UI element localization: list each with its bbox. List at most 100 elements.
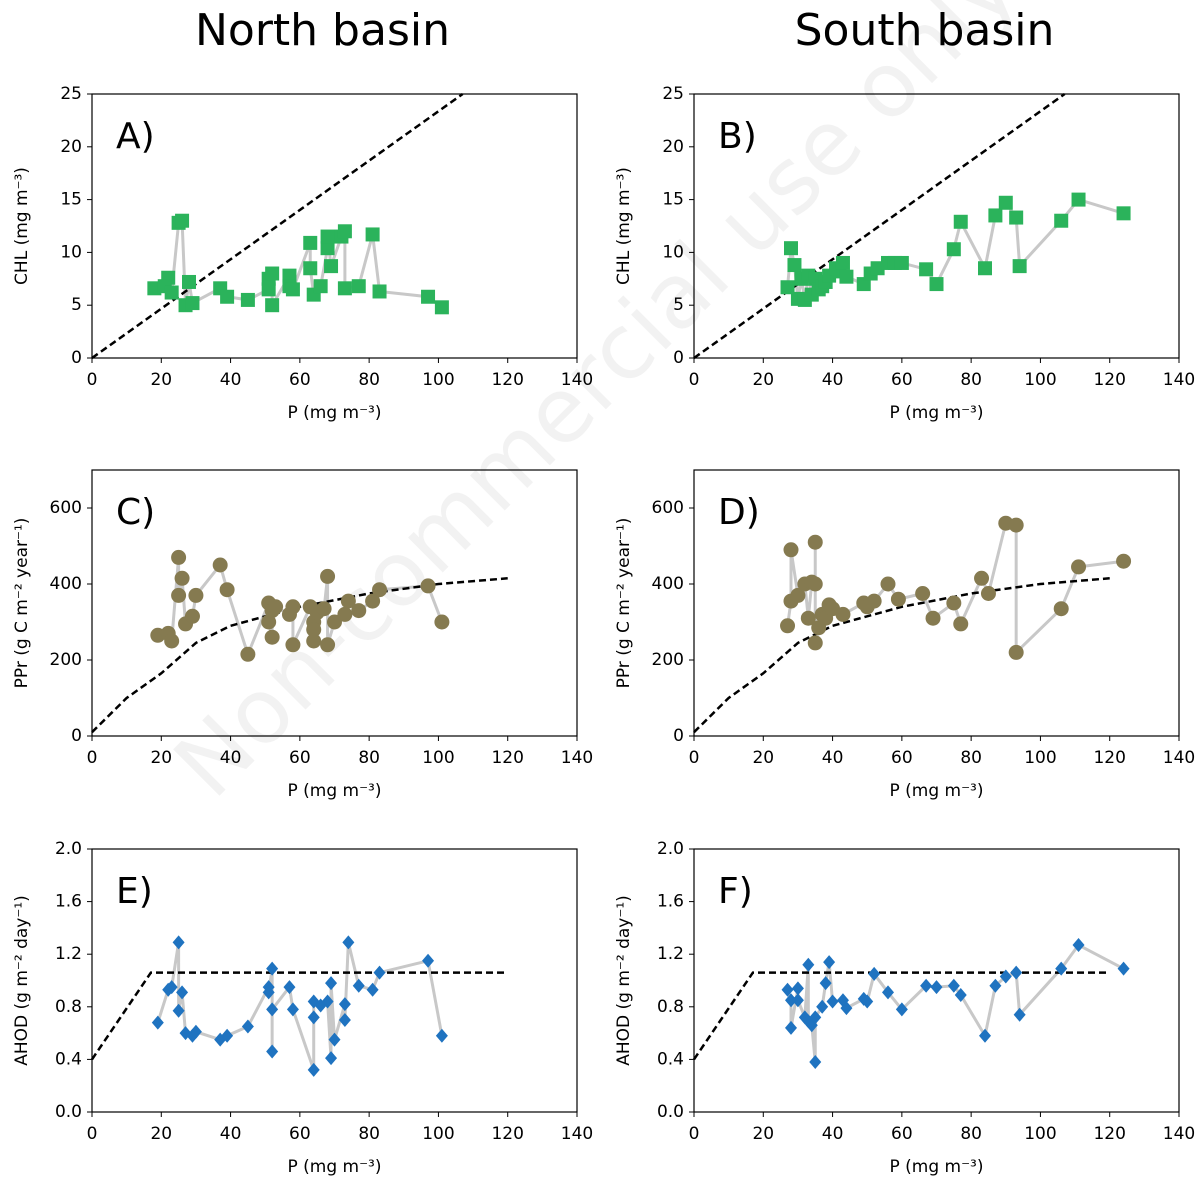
point bbox=[784, 241, 798, 256]
y-tick-label: 0.0 bbox=[55, 1102, 82, 1122]
point bbox=[328, 1032, 341, 1047]
point bbox=[895, 1002, 908, 1017]
point bbox=[327, 614, 342, 630]
point bbox=[1072, 937, 1085, 952]
y-tick-label: 1.6 bbox=[55, 892, 82, 912]
point bbox=[219, 582, 235, 598]
point bbox=[184, 608, 200, 624]
point bbox=[303, 235, 318, 250]
point bbox=[171, 549, 187, 565]
x-tick-label: 20 bbox=[752, 1124, 774, 1144]
y-tick-label: 0.4 bbox=[657, 1049, 684, 1069]
point bbox=[182, 274, 196, 289]
point bbox=[372, 284, 387, 299]
panel-label: E) bbox=[116, 871, 153, 912]
point bbox=[816, 999, 829, 1014]
x-tick-label: 140 bbox=[561, 748, 593, 768]
column-title: North basin bbox=[195, 5, 450, 56]
point bbox=[189, 1024, 202, 1039]
x-tick-label: 100 bbox=[422, 370, 454, 390]
y-tick-label: 25 bbox=[662, 84, 684, 104]
point bbox=[807, 576, 823, 592]
x-tick-label: 80 bbox=[960, 370, 982, 390]
point bbox=[946, 242, 961, 257]
point bbox=[342, 935, 355, 950]
point bbox=[1055, 961, 1068, 976]
x-axis-label: P (mg m⁻³) bbox=[287, 781, 381, 801]
point bbox=[338, 997, 351, 1012]
point bbox=[303, 261, 318, 276]
point bbox=[240, 292, 255, 307]
point bbox=[324, 259, 339, 274]
point bbox=[915, 586, 931, 601]
point bbox=[366, 982, 379, 997]
point bbox=[954, 987, 967, 1002]
point bbox=[999, 969, 1012, 984]
y-tick-label: 0.8 bbox=[55, 997, 82, 1017]
x-tick-label: 60 bbox=[289, 748, 311, 768]
point bbox=[286, 1002, 299, 1017]
point bbox=[953, 616, 969, 632]
point bbox=[434, 614, 450, 630]
point bbox=[164, 285, 179, 300]
column-title: South basin bbox=[795, 5, 1055, 56]
x-tick-label: 80 bbox=[358, 1124, 380, 1144]
point bbox=[264, 629, 280, 645]
y-tick-label: 1.2 bbox=[657, 944, 684, 964]
x-tick-label: 120 bbox=[1093, 370, 1125, 390]
x-tick-label: 0 bbox=[87, 370, 98, 390]
point bbox=[185, 296, 200, 311]
point bbox=[839, 269, 854, 284]
point bbox=[175, 213, 190, 228]
point bbox=[320, 229, 335, 244]
x-tick-label: 120 bbox=[1093, 1124, 1125, 1144]
point bbox=[337, 606, 353, 622]
point bbox=[1013, 1007, 1026, 1022]
point bbox=[313, 279, 328, 294]
point bbox=[791, 993, 804, 1008]
point bbox=[856, 277, 871, 292]
connecting-line bbox=[786, 943, 1125, 1063]
point bbox=[188, 587, 204, 603]
point bbox=[800, 610, 816, 626]
y-tick-label: 5 bbox=[673, 295, 684, 315]
point bbox=[930, 980, 943, 995]
point bbox=[306, 622, 322, 638]
x-tick-label: 40 bbox=[822, 748, 844, 768]
y-tick-label: 10 bbox=[60, 242, 82, 262]
point bbox=[880, 576, 896, 592]
x-tick-label: 140 bbox=[561, 1124, 593, 1144]
x-tick-label: 20 bbox=[150, 1124, 172, 1144]
y-axis-label: AHOD (g m⁻² day⁻¹) bbox=[614, 895, 634, 1066]
x-tick-label: 120 bbox=[491, 1124, 523, 1144]
point bbox=[241, 1019, 254, 1034]
point bbox=[266, 1044, 279, 1059]
connecting-line bbox=[156, 942, 444, 1071]
point bbox=[325, 976, 338, 991]
point bbox=[791, 981, 804, 996]
y-tick-label: 2.0 bbox=[657, 839, 684, 859]
x-axis-label: P (mg m⁻³) bbox=[287, 403, 381, 423]
y-tick-label: 400 bbox=[50, 574, 82, 594]
y-axis-label: CHL (mg m⁻³) bbox=[12, 167, 32, 285]
point bbox=[947, 978, 960, 993]
plot-frame bbox=[693, 469, 1180, 737]
point bbox=[988, 208, 1003, 223]
x-tick-label: 40 bbox=[822, 370, 844, 390]
x-tick-label: 140 bbox=[1163, 748, 1195, 768]
fit-line bbox=[91, 92, 464, 360]
point bbox=[823, 955, 836, 970]
point bbox=[920, 978, 933, 993]
point bbox=[352, 978, 365, 993]
point bbox=[1008, 517, 1024, 533]
fit-line bbox=[693, 92, 1066, 360]
fit-line bbox=[91, 577, 508, 734]
plot-frame bbox=[91, 848, 578, 1113]
point bbox=[164, 633, 180, 649]
point bbox=[265, 298, 280, 313]
x-tick-label: 120 bbox=[491, 370, 523, 390]
plot-frame bbox=[91, 469, 578, 737]
y-tick-label: 0.8 bbox=[657, 997, 684, 1017]
panel-label: D) bbox=[718, 492, 760, 533]
point bbox=[171, 587, 187, 603]
